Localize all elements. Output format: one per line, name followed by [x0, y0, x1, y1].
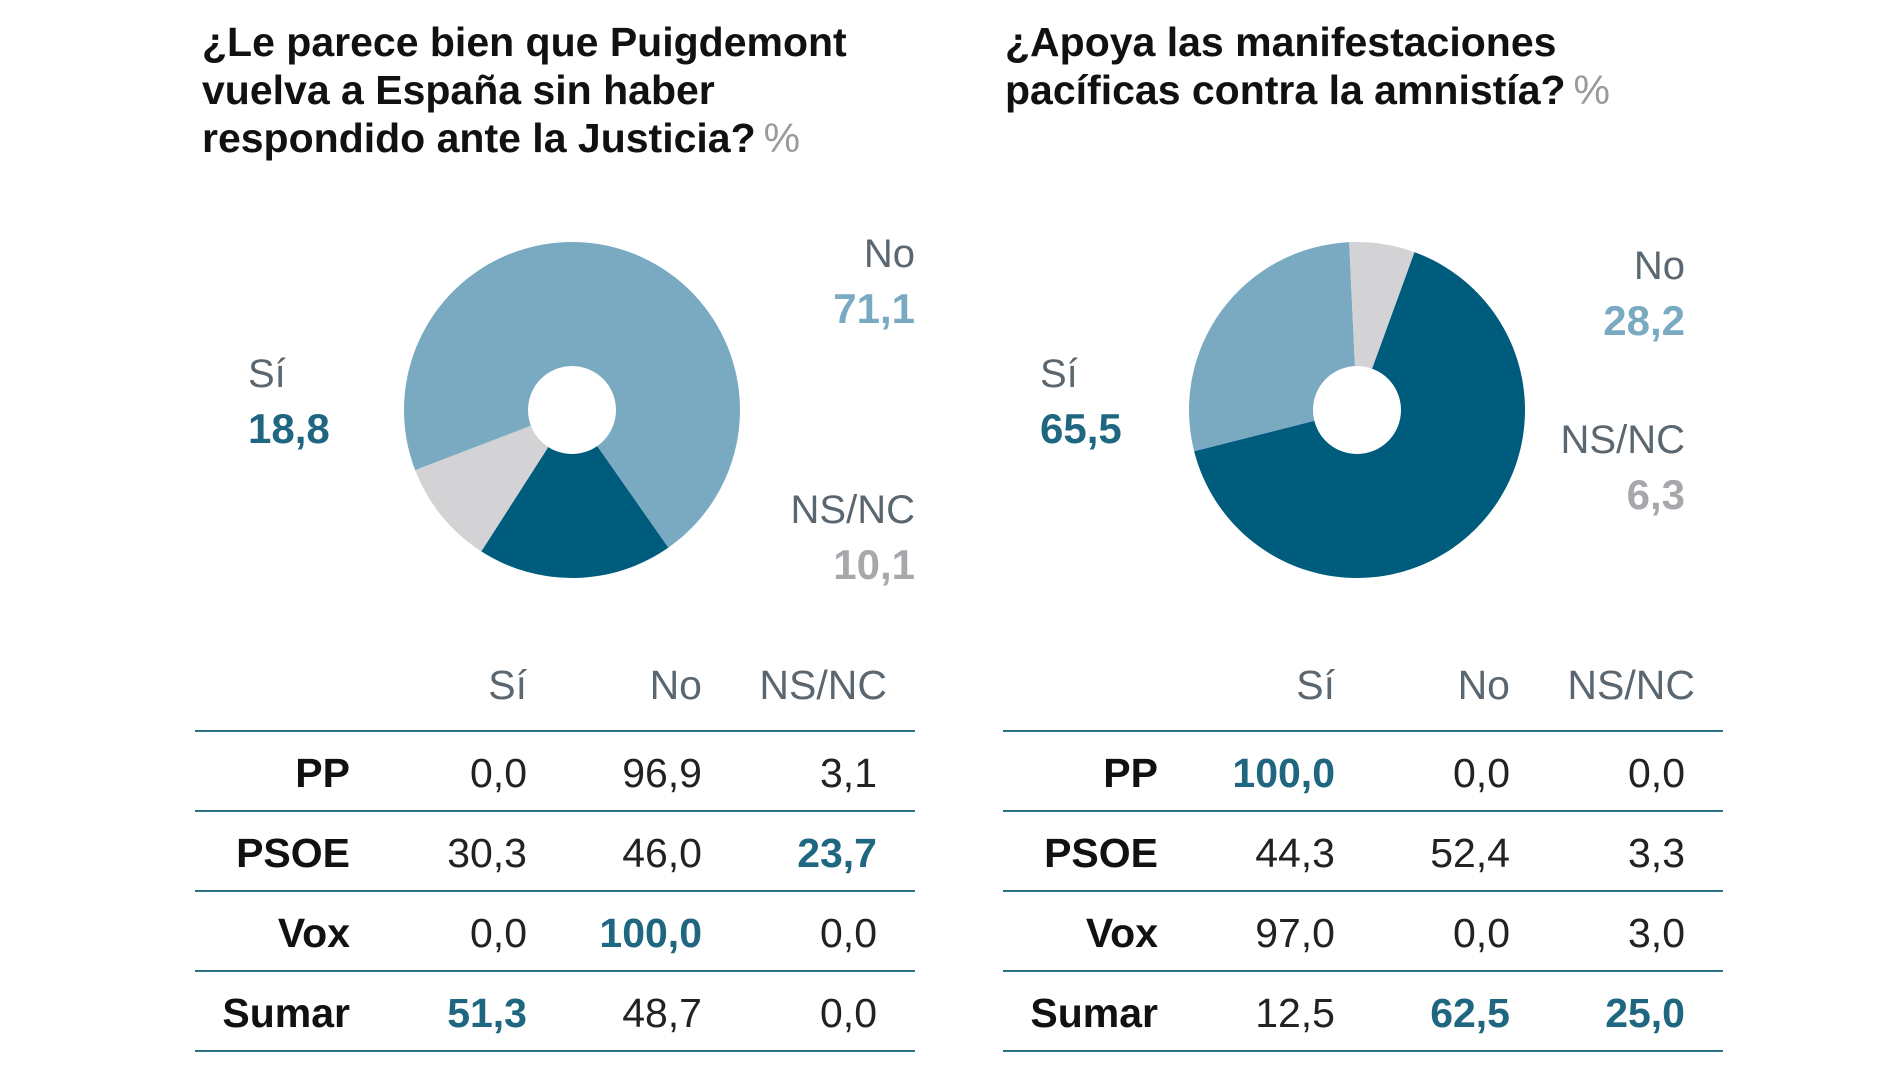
cell-no: 100,0	[599, 910, 702, 956]
column-header-si: Sí	[1296, 662, 1335, 708]
unit-label: %	[1573, 67, 1611, 113]
slice-value: 65,5	[1040, 405, 1122, 452]
cell-no: 0,0	[1453, 910, 1510, 956]
cell-no: 0,0	[1453, 750, 1510, 796]
table-row: PSOE 44,3 52,4 3,3	[1003, 812, 1723, 892]
cell-nsnc: 3,0	[1628, 910, 1685, 956]
cell-nsnc: 0,0	[1628, 750, 1685, 796]
cell-si: 12,5	[1255, 990, 1335, 1036]
party-name: Vox	[277, 910, 350, 956]
column-header-nsnc: NS/NC	[1567, 662, 1695, 708]
cell-nsnc: 0,0	[820, 910, 877, 956]
cell-si: 30,3	[447, 830, 527, 876]
column-header-no: No	[1457, 662, 1510, 708]
table-header: Sí No NS/NC	[195, 660, 915, 732]
party-name: PP	[1103, 750, 1158, 796]
chart-panel-manifestaciones: ¿Apoya las manifestaciones pacíficas con…	[800, 0, 1723, 1069]
cell-nsnc: 3,1	[820, 750, 877, 796]
pie-slice-nsnc	[415, 410, 572, 552]
donut-hole	[1313, 366, 1401, 454]
table-row: Sumar 12,5 62,5 25,0	[1003, 972, 1723, 1052]
slice-value: 71,1	[833, 285, 915, 332]
slice-label-si: Sí 18,8	[248, 350, 330, 460]
slice-label-text: NS/NC	[790, 488, 915, 532]
pie-chart	[1189, 242, 1525, 578]
cell-no: 52,4	[1430, 830, 1510, 876]
cell-si: 0,0	[470, 750, 527, 796]
slice-label-no: No 28,2	[1555, 242, 1685, 352]
pie-chart	[404, 242, 740, 578]
table-row: Sumar 51,3 48,7 0,0	[195, 972, 915, 1052]
party-breakdown-table: Sí No NS/NC PP 0,0 96,9 3,1 PSOE 30,3 46…	[195, 660, 915, 1052]
cell-no: 46,0	[622, 830, 702, 876]
slice-value: 10,1	[833, 541, 915, 588]
cell-si: 97,0	[1255, 910, 1335, 956]
chart-title: ¿Le parece bien que Puigdemont vuelva a …	[202, 19, 847, 161]
slice-label-text: Sí	[248, 352, 286, 396]
cell-si: 0,0	[470, 910, 527, 956]
pie-slice-si	[481, 410, 669, 578]
chart-title: ¿Apoya las manifestaciones pacíficas con…	[1005, 19, 1611, 113]
party-name: PP	[295, 750, 350, 796]
slice-value: 28,2	[1603, 297, 1685, 344]
column-header-nsnc: NS/NC	[759, 662, 887, 708]
party-name: Sumar	[222, 990, 350, 1036]
party-breakdown-table: Sí No NS/NC PP 100,0 0,0 0,0 PSOE 44,3 5…	[1003, 660, 1723, 1052]
table-row: PP 100,0 0,0 0,0	[1003, 732, 1723, 812]
cell-nsnc: 3,3	[1628, 830, 1685, 876]
table-row: PSOE 30,3 46,0 23,7	[195, 812, 915, 892]
slice-label-text: No	[1633, 244, 1685, 288]
party-name: PSOE	[1044, 830, 1158, 876]
cell-nsnc: 23,7	[797, 830, 877, 876]
cell-nsnc: 0,0	[820, 990, 877, 1036]
slice-value: 18,8	[248, 405, 330, 452]
cell-si: 100,0	[1232, 750, 1335, 796]
slice-value: 6,3	[1626, 471, 1685, 518]
party-name: PSOE	[236, 830, 350, 876]
cell-no: 62,5	[1430, 990, 1510, 1036]
table-header: Sí No NS/NC	[1003, 660, 1723, 732]
slice-label-si: Sí 65,5	[1040, 350, 1122, 460]
slice-label-nsnc: NS/NC 6,3	[1515, 416, 1685, 526]
table-row: PP 0,0 96,9 3,1	[195, 732, 915, 812]
cell-no: 96,9	[622, 750, 702, 796]
cell-no: 48,7	[622, 990, 702, 1036]
slice-label-no: No 71,1	[790, 230, 915, 340]
chart-panel-puigdemont: ¿Le parece bien que Puigdemont vuelva a …	[0, 0, 915, 1069]
column-header-si: Sí	[488, 662, 527, 708]
unit-label: %	[763, 115, 801, 161]
slice-label-text: Sí	[1040, 352, 1078, 396]
slice-label-text: No	[863, 232, 915, 276]
cell-si: 44,3	[1255, 830, 1335, 876]
table-row: Vox 0,0 100,0 0,0	[195, 892, 915, 972]
table-row: Vox 97,0 0,0 3,0	[1003, 892, 1723, 972]
cell-si: 51,3	[447, 990, 527, 1036]
column-header-no: No	[649, 662, 702, 708]
slice-label-text: NS/NC	[1560, 418, 1685, 462]
cell-nsnc: 25,0	[1605, 990, 1685, 1036]
party-name: Vox	[1085, 910, 1158, 956]
slice-label-nsnc: NS/NC 10,1	[745, 486, 915, 596]
party-name: Sumar	[1030, 990, 1158, 1036]
donut-hole	[528, 366, 616, 454]
